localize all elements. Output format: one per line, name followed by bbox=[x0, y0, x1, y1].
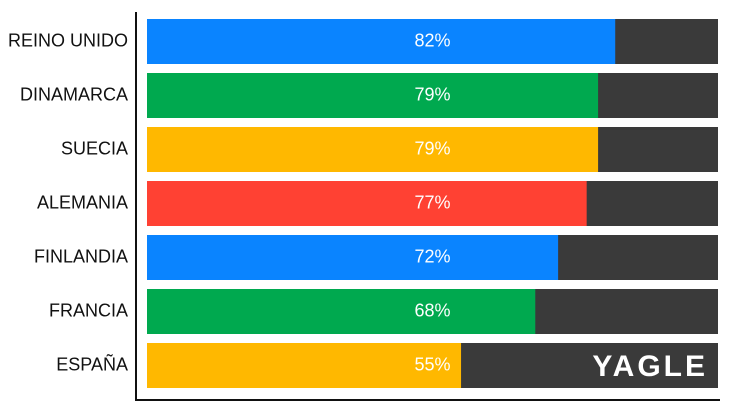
category-label: FRANCIA bbox=[49, 300, 128, 320]
bar bbox=[147, 235, 559, 280]
value-label: 79% bbox=[414, 84, 450, 104]
value-label: 82% bbox=[414, 30, 450, 50]
category-label: ALEMANIA bbox=[37, 192, 128, 212]
category-label: DINAMARCA bbox=[20, 84, 128, 104]
category-label: FINLANDIA bbox=[34, 246, 128, 266]
value-label: 68% bbox=[414, 300, 450, 320]
watermark: YAGLE bbox=[592, 350, 708, 383]
category-label: REINO UNIDO bbox=[8, 30, 128, 50]
bar bbox=[147, 289, 536, 334]
bar bbox=[147, 127, 599, 172]
value-label: 72% bbox=[414, 246, 450, 266]
category-label: SUECIA bbox=[61, 138, 128, 158]
value-label: 79% bbox=[414, 138, 450, 158]
bar bbox=[147, 343, 462, 388]
bar bbox=[147, 73, 599, 118]
value-label: 77% bbox=[414, 192, 450, 212]
bar bbox=[147, 181, 587, 226]
category-label: ESPAÑA bbox=[56, 353, 128, 374]
bar bbox=[147, 19, 616, 64]
value-label: 55% bbox=[414, 354, 450, 374]
